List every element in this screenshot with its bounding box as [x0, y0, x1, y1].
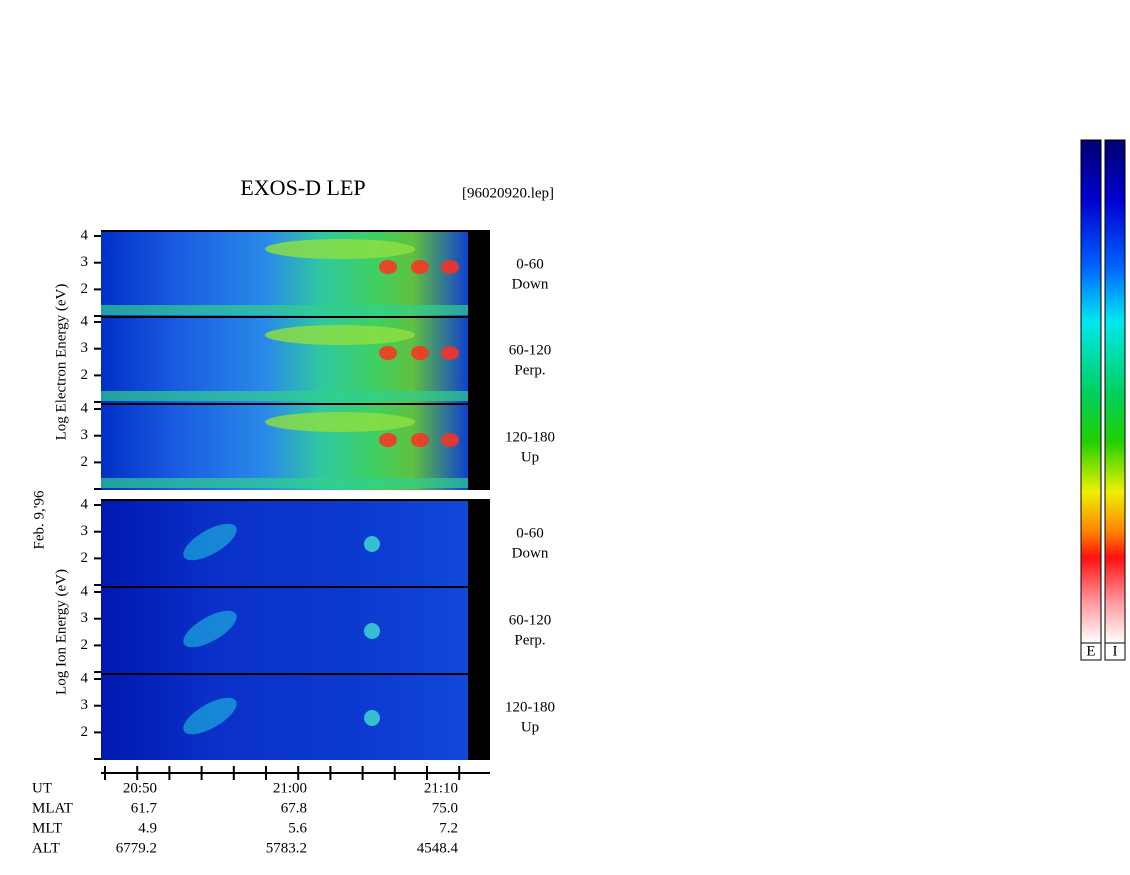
- angle-label: 0-60: [516, 525, 544, 541]
- spectrogram-feature: [441, 260, 459, 274]
- y-tick-label: 4: [81, 496, 89, 512]
- y-tick-label: 3: [81, 697, 89, 713]
- spectrogram-band: [101, 305, 468, 315]
- spectrogram-feature: [183, 610, 237, 648]
- date-label: Feb. 9,'96: [31, 490, 47, 549]
- spectrogram-feature: [411, 346, 429, 360]
- row-label: MLT: [32, 820, 62, 836]
- y-tick-label: 4: [81, 227, 89, 243]
- y-tick-label: 2: [81, 724, 89, 740]
- y-tick-label: 4: [81, 400, 89, 416]
- y-tick-label: 3: [81, 610, 89, 626]
- angle-label: 120-180: [505, 699, 555, 715]
- file-name: [96020920.lep]: [462, 185, 554, 201]
- row-value: 6779.2: [116, 840, 157, 856]
- direction-label: Down: [512, 545, 549, 561]
- row-label: ALT: [32, 840, 60, 856]
- y-tick-label: 3: [81, 523, 89, 539]
- colorbar-label: I: [1113, 643, 1118, 659]
- spectrogram-band: [101, 391, 468, 401]
- y-tick-label: 2: [81, 550, 89, 566]
- y-tick-label: 2: [81, 637, 89, 653]
- spectrogram-feature: [364, 536, 380, 552]
- ion-axis-label: Log Ion Energy (eV): [53, 569, 69, 695]
- no-data: [468, 231, 490, 490]
- angle-label: 0-60: [516, 256, 544, 272]
- spectrogram-feature: [364, 623, 380, 639]
- direction-label: Up: [521, 719, 539, 735]
- direction-label: Down: [512, 276, 549, 292]
- y-tick-label: 2: [81, 281, 89, 297]
- spectrogram-feature: [265, 412, 415, 432]
- angle-label: 120-180: [505, 429, 555, 445]
- y-tick-label: 4: [81, 313, 89, 329]
- row-value: 5783.2: [266, 840, 307, 856]
- row-value: 4548.4: [417, 840, 459, 856]
- no-data: [468, 500, 490, 760]
- row-value: 4.9: [138, 820, 157, 836]
- spectrogram: [101, 500, 468, 586]
- colorbar-i: [1104, 139, 1126, 661]
- angle-label: 60-120: [509, 612, 552, 628]
- spectrogram-feature: [411, 433, 429, 447]
- angle-label: 60-120: [509, 342, 552, 358]
- row-value: 75.0: [432, 800, 458, 816]
- y-tick-label: 3: [81, 427, 89, 443]
- row-value: 21:00: [273, 780, 307, 796]
- spectrogram-band: [101, 478, 468, 488]
- direction-label: Perp.: [514, 362, 545, 378]
- y-tick-label: 2: [81, 367, 89, 383]
- direction-label: Perp.: [514, 632, 545, 648]
- spectrogram-feature: [379, 260, 397, 274]
- spectrogram-feature: [441, 346, 459, 360]
- row-value: 20:50: [123, 780, 157, 796]
- spectrogram: [101, 674, 468, 760]
- spectrogram-feature: [379, 346, 397, 360]
- spectrogram: [101, 587, 468, 673]
- colorbar-label: E: [1086, 643, 1095, 659]
- y-tick-label: 3: [81, 340, 89, 356]
- spectrogram-feature: [441, 433, 459, 447]
- row-label: MLAT: [32, 800, 73, 816]
- row-value: 21:10: [424, 780, 458, 796]
- spectrogram-feature: [183, 523, 237, 561]
- row-value: 67.8: [281, 800, 307, 816]
- y-tick-label: 3: [81, 254, 89, 270]
- spectrogram-feature: [379, 433, 397, 447]
- spectrogram-feature: [265, 325, 415, 345]
- title: EXOS-D LEP: [240, 175, 365, 200]
- colorbar-e: [1080, 139, 1102, 661]
- row-value: 7.2: [439, 820, 458, 836]
- direction-label: Up: [521, 449, 539, 465]
- y-tick-label: 4: [81, 583, 89, 599]
- y-tick-label: 2: [81, 454, 89, 470]
- electron-axis-label: Log Electron Energy (eV): [53, 284, 69, 441]
- spectrogram-feature: [265, 239, 415, 259]
- row-value: 5.6: [288, 820, 307, 836]
- y-tick-label: 4: [81, 670, 89, 686]
- spectrogram-feature: [411, 260, 429, 274]
- spectrogram-feature: [364, 710, 380, 726]
- row-label: UT: [32, 780, 52, 796]
- row-value: 61.7: [131, 800, 158, 816]
- spectrogram-feature: [183, 697, 237, 735]
